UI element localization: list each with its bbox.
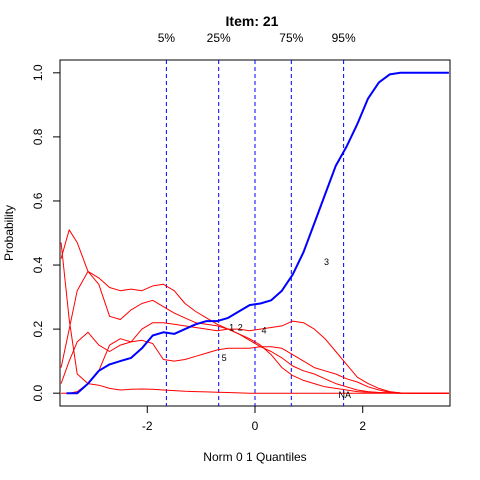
y-tick-label: 1.0: [31, 64, 45, 81]
x-tick-label: 0: [252, 419, 259, 433]
curve-2: [60, 270, 449, 394]
quantile-label: 95%: [332, 31, 356, 45]
quantile-lines: 5% 25% 75% 95%: [158, 31, 356, 406]
curve-label-na: NA: [338, 390, 351, 400]
quantile-label: 75%: [279, 31, 303, 45]
chart-title: Item: 21: [226, 13, 279, 29]
curve-label-3: 3: [324, 257, 329, 267]
y-tick-label: 0.6: [31, 192, 45, 209]
curve-label-4: 4: [261, 326, 266, 336]
y-tick-label: 0.4: [31, 256, 45, 273]
x-axis-label: Norm 0 1 Quantiles: [203, 450, 306, 464]
curve-na: [61, 383, 449, 394]
y-axis-label: Probability: [2, 205, 16, 261]
y-tick-label: 0.2: [31, 320, 45, 337]
quantile-label: 25%: [207, 31, 231, 45]
y-tick-label: 0.0: [31, 385, 45, 402]
curve-label-2: 2: [238, 323, 243, 333]
axes: -2 0 2 0.0 0.2 0.4 0.6 0.8 1.0: [31, 64, 366, 433]
curve-5: [60, 331, 449, 394]
curve-labels: 3 1 2 4 5 NA: [222, 257, 351, 400]
curve-4: [60, 242, 449, 394]
x-tick-label: -2: [142, 419, 153, 433]
curve-label-1: 1: [229, 323, 234, 333]
curve-label-5: 5: [222, 353, 227, 363]
quantile-label: 5%: [158, 31, 176, 45]
x-tick-label: 2: [359, 419, 366, 433]
y-tick-label: 0.8: [31, 128, 45, 145]
curves: [60, 71, 449, 395]
curve-3: [66, 71, 449, 395]
